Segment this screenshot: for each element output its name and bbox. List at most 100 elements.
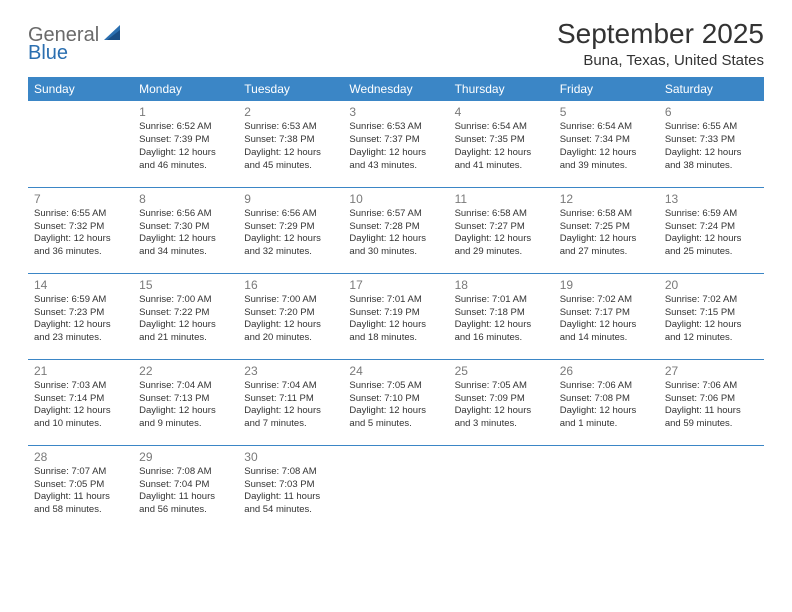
day-info-line: Sunset: 7:14 PM bbox=[34, 393, 127, 406]
weekday-header: Thursday bbox=[449, 77, 554, 101]
day-info-line: Sunrise: 7:08 AM bbox=[244, 466, 337, 479]
day-info-line: Sunset: 7:37 PM bbox=[349, 134, 442, 147]
day-info-line: Sunrise: 7:00 AM bbox=[139, 294, 232, 307]
calendar-day-cell bbox=[554, 445, 659, 531]
day-info-line: Daylight: 12 hours bbox=[455, 319, 548, 332]
day-info-line: Sunrise: 7:05 AM bbox=[455, 380, 548, 393]
calendar-day-cell: 23Sunrise: 7:04 AMSunset: 7:11 PMDayligh… bbox=[238, 359, 343, 445]
day-info-line: and 34 minutes. bbox=[139, 246, 232, 259]
calendar-day-cell: 6Sunrise: 6:55 AMSunset: 7:33 PMDaylight… bbox=[659, 101, 764, 187]
calendar-day-cell: 15Sunrise: 7:00 AMSunset: 7:22 PMDayligh… bbox=[133, 273, 238, 359]
day-info-line: and 56 minutes. bbox=[139, 504, 232, 517]
day-number: 19 bbox=[560, 277, 653, 293]
day-info-line: Sunset: 7:04 PM bbox=[139, 479, 232, 492]
day-info-line: Daylight: 12 hours bbox=[34, 405, 127, 418]
day-info-line: Sunset: 7:06 PM bbox=[665, 393, 758, 406]
day-info-line: Sunrise: 6:59 AM bbox=[34, 294, 127, 307]
day-info-line: Sunrise: 6:59 AM bbox=[665, 208, 758, 221]
calendar-day-cell: 25Sunrise: 7:05 AMSunset: 7:09 PMDayligh… bbox=[449, 359, 554, 445]
weekday-header: Friday bbox=[554, 77, 659, 101]
day-info-line: Daylight: 12 hours bbox=[455, 405, 548, 418]
day-info-line: Sunset: 7:25 PM bbox=[560, 221, 653, 234]
day-info-line: Daylight: 12 hours bbox=[560, 319, 653, 332]
day-info-line: Sunset: 7:19 PM bbox=[349, 307, 442, 320]
day-info-line: Sunset: 7:38 PM bbox=[244, 134, 337, 147]
day-number: 11 bbox=[455, 191, 548, 207]
day-info-line: and 58 minutes. bbox=[34, 504, 127, 517]
calendar-day-cell: 24Sunrise: 7:05 AMSunset: 7:10 PMDayligh… bbox=[343, 359, 448, 445]
day-info-line: Daylight: 12 hours bbox=[34, 233, 127, 246]
day-info-line: Sunset: 7:09 PM bbox=[455, 393, 548, 406]
day-info-line: Sunrise: 6:52 AM bbox=[139, 121, 232, 134]
day-number: 20 bbox=[665, 277, 758, 293]
calendar-week-row: 1Sunrise: 6:52 AMSunset: 7:39 PMDaylight… bbox=[28, 101, 764, 187]
day-number: 25 bbox=[455, 363, 548, 379]
calendar-week-row: 21Sunrise: 7:03 AMSunset: 7:14 PMDayligh… bbox=[28, 359, 764, 445]
day-info-line: Daylight: 12 hours bbox=[349, 233, 442, 246]
day-info-line: Sunset: 7:18 PM bbox=[455, 307, 548, 320]
day-info-line: Sunset: 7:22 PM bbox=[139, 307, 232, 320]
day-info-line: Sunrise: 7:04 AM bbox=[244, 380, 337, 393]
day-number: 16 bbox=[244, 277, 337, 293]
day-info-line: and 16 minutes. bbox=[455, 332, 548, 345]
day-info-line: Sunrise: 6:54 AM bbox=[560, 121, 653, 134]
day-info-line: Sunset: 7:30 PM bbox=[139, 221, 232, 234]
day-info-line: and 46 minutes. bbox=[139, 160, 232, 173]
day-info-line: and 25 minutes. bbox=[665, 246, 758, 259]
calendar-day-cell: 2Sunrise: 6:53 AMSunset: 7:38 PMDaylight… bbox=[238, 101, 343, 187]
day-info-line: Daylight: 12 hours bbox=[244, 233, 337, 246]
day-info-line: Sunrise: 7:01 AM bbox=[455, 294, 548, 307]
calendar-day-cell: 16Sunrise: 7:00 AMSunset: 7:20 PMDayligh… bbox=[238, 273, 343, 359]
day-info-line: Daylight: 12 hours bbox=[665, 319, 758, 332]
day-info-line: Sunrise: 6:58 AM bbox=[455, 208, 548, 221]
day-info-line: Daylight: 12 hours bbox=[560, 147, 653, 160]
day-number: 7 bbox=[34, 191, 127, 207]
day-info-line: Sunrise: 7:06 AM bbox=[665, 380, 758, 393]
calendar-day-cell: 18Sunrise: 7:01 AMSunset: 7:18 PMDayligh… bbox=[449, 273, 554, 359]
day-info-line: and 39 minutes. bbox=[560, 160, 653, 173]
day-number: 8 bbox=[139, 191, 232, 207]
calendar-day-cell: 10Sunrise: 6:57 AMSunset: 7:28 PMDayligh… bbox=[343, 187, 448, 273]
calendar-day-cell: 26Sunrise: 7:06 AMSunset: 7:08 PMDayligh… bbox=[554, 359, 659, 445]
header: General September 2025 Buna, Texas, Unit… bbox=[28, 18, 764, 69]
day-number: 5 bbox=[560, 104, 653, 120]
day-info-line: Daylight: 12 hours bbox=[244, 405, 337, 418]
day-info-line: Sunrise: 7:04 AM bbox=[139, 380, 232, 393]
day-info-line: Sunset: 7:35 PM bbox=[455, 134, 548, 147]
calendar-day-cell: 19Sunrise: 7:02 AMSunset: 7:17 PMDayligh… bbox=[554, 273, 659, 359]
day-info-line: Daylight: 11 hours bbox=[34, 491, 127, 504]
day-info-line: Daylight: 12 hours bbox=[139, 319, 232, 332]
location: Buna, Texas, United States bbox=[557, 52, 764, 69]
weekday-header: Tuesday bbox=[238, 77, 343, 101]
day-number: 6 bbox=[665, 104, 758, 120]
day-info-line: Sunset: 7:29 PM bbox=[244, 221, 337, 234]
calendar-day-cell: 12Sunrise: 6:58 AMSunset: 7:25 PMDayligh… bbox=[554, 187, 659, 273]
day-info-line: Sunset: 7:23 PM bbox=[34, 307, 127, 320]
calendar-day-cell: 21Sunrise: 7:03 AMSunset: 7:14 PMDayligh… bbox=[28, 359, 133, 445]
day-info-line: Daylight: 12 hours bbox=[139, 147, 232, 160]
day-info-line: and 30 minutes. bbox=[349, 246, 442, 259]
day-info-line: Sunrise: 7:00 AM bbox=[244, 294, 337, 307]
day-number: 14 bbox=[34, 277, 127, 293]
calendar-day-cell bbox=[659, 445, 764, 531]
day-info-line: and 41 minutes. bbox=[455, 160, 548, 173]
day-info-line: Sunrise: 7:03 AM bbox=[34, 380, 127, 393]
day-info-line: Daylight: 12 hours bbox=[455, 233, 548, 246]
weekday-header: Saturday bbox=[659, 77, 764, 101]
day-info-line: Sunset: 7:28 PM bbox=[349, 221, 442, 234]
day-info-line: Sunrise: 6:53 AM bbox=[349, 121, 442, 134]
day-info-line: Sunrise: 6:55 AM bbox=[34, 208, 127, 221]
day-info-line: Daylight: 12 hours bbox=[665, 147, 758, 160]
calendar-day-cell: 11Sunrise: 6:58 AMSunset: 7:27 PMDayligh… bbox=[449, 187, 554, 273]
day-number: 23 bbox=[244, 363, 337, 379]
weekday-header-row: Sunday Monday Tuesday Wednesday Thursday… bbox=[28, 77, 764, 101]
day-info-line: Daylight: 12 hours bbox=[560, 233, 653, 246]
day-info-line: and 38 minutes. bbox=[665, 160, 758, 173]
calendar-day-cell: 1Sunrise: 6:52 AMSunset: 7:39 PMDaylight… bbox=[133, 101, 238, 187]
logo-text-blue: Blue bbox=[28, 42, 68, 64]
day-info-line: Sunset: 7:39 PM bbox=[139, 134, 232, 147]
day-info-line: Sunrise: 6:56 AM bbox=[139, 208, 232, 221]
day-info-line: Sunset: 7:33 PM bbox=[665, 134, 758, 147]
day-info-line: and 5 minutes. bbox=[349, 418, 442, 431]
day-info-line: and 20 minutes. bbox=[244, 332, 337, 345]
